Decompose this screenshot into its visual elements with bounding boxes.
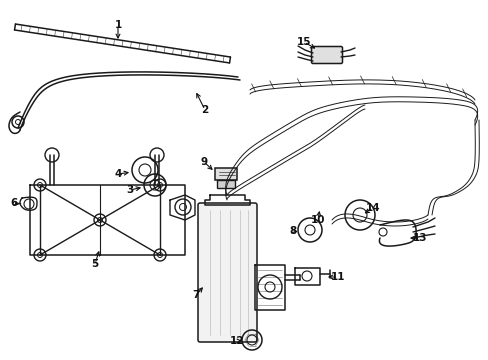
Text: 8: 8 <box>289 226 296 236</box>
Text: 11: 11 <box>330 272 345 282</box>
Circle shape <box>45 148 59 162</box>
Text: 7: 7 <box>192 290 199 300</box>
FancyBboxPatch shape <box>215 168 237 180</box>
Circle shape <box>175 199 191 215</box>
Text: 6: 6 <box>10 198 18 208</box>
Circle shape <box>154 249 165 261</box>
FancyBboxPatch shape <box>198 203 257 342</box>
Text: 15: 15 <box>296 37 311 47</box>
Text: 5: 5 <box>91 259 99 269</box>
Text: 10: 10 <box>310 215 325 225</box>
Text: 2: 2 <box>201 105 208 115</box>
Circle shape <box>150 148 163 162</box>
Circle shape <box>154 179 165 191</box>
Text: 9: 9 <box>200 157 207 167</box>
Text: 3: 3 <box>126 185 133 195</box>
Circle shape <box>34 249 46 261</box>
FancyBboxPatch shape <box>217 180 235 188</box>
Text: 14: 14 <box>365 203 380 213</box>
Text: 12: 12 <box>229 336 244 346</box>
Text: 13: 13 <box>412 233 427 243</box>
FancyBboxPatch shape <box>311 46 342 63</box>
Circle shape <box>94 214 106 226</box>
Text: 1: 1 <box>114 20 122 30</box>
Text: 4: 4 <box>114 169 122 179</box>
Circle shape <box>34 179 46 191</box>
